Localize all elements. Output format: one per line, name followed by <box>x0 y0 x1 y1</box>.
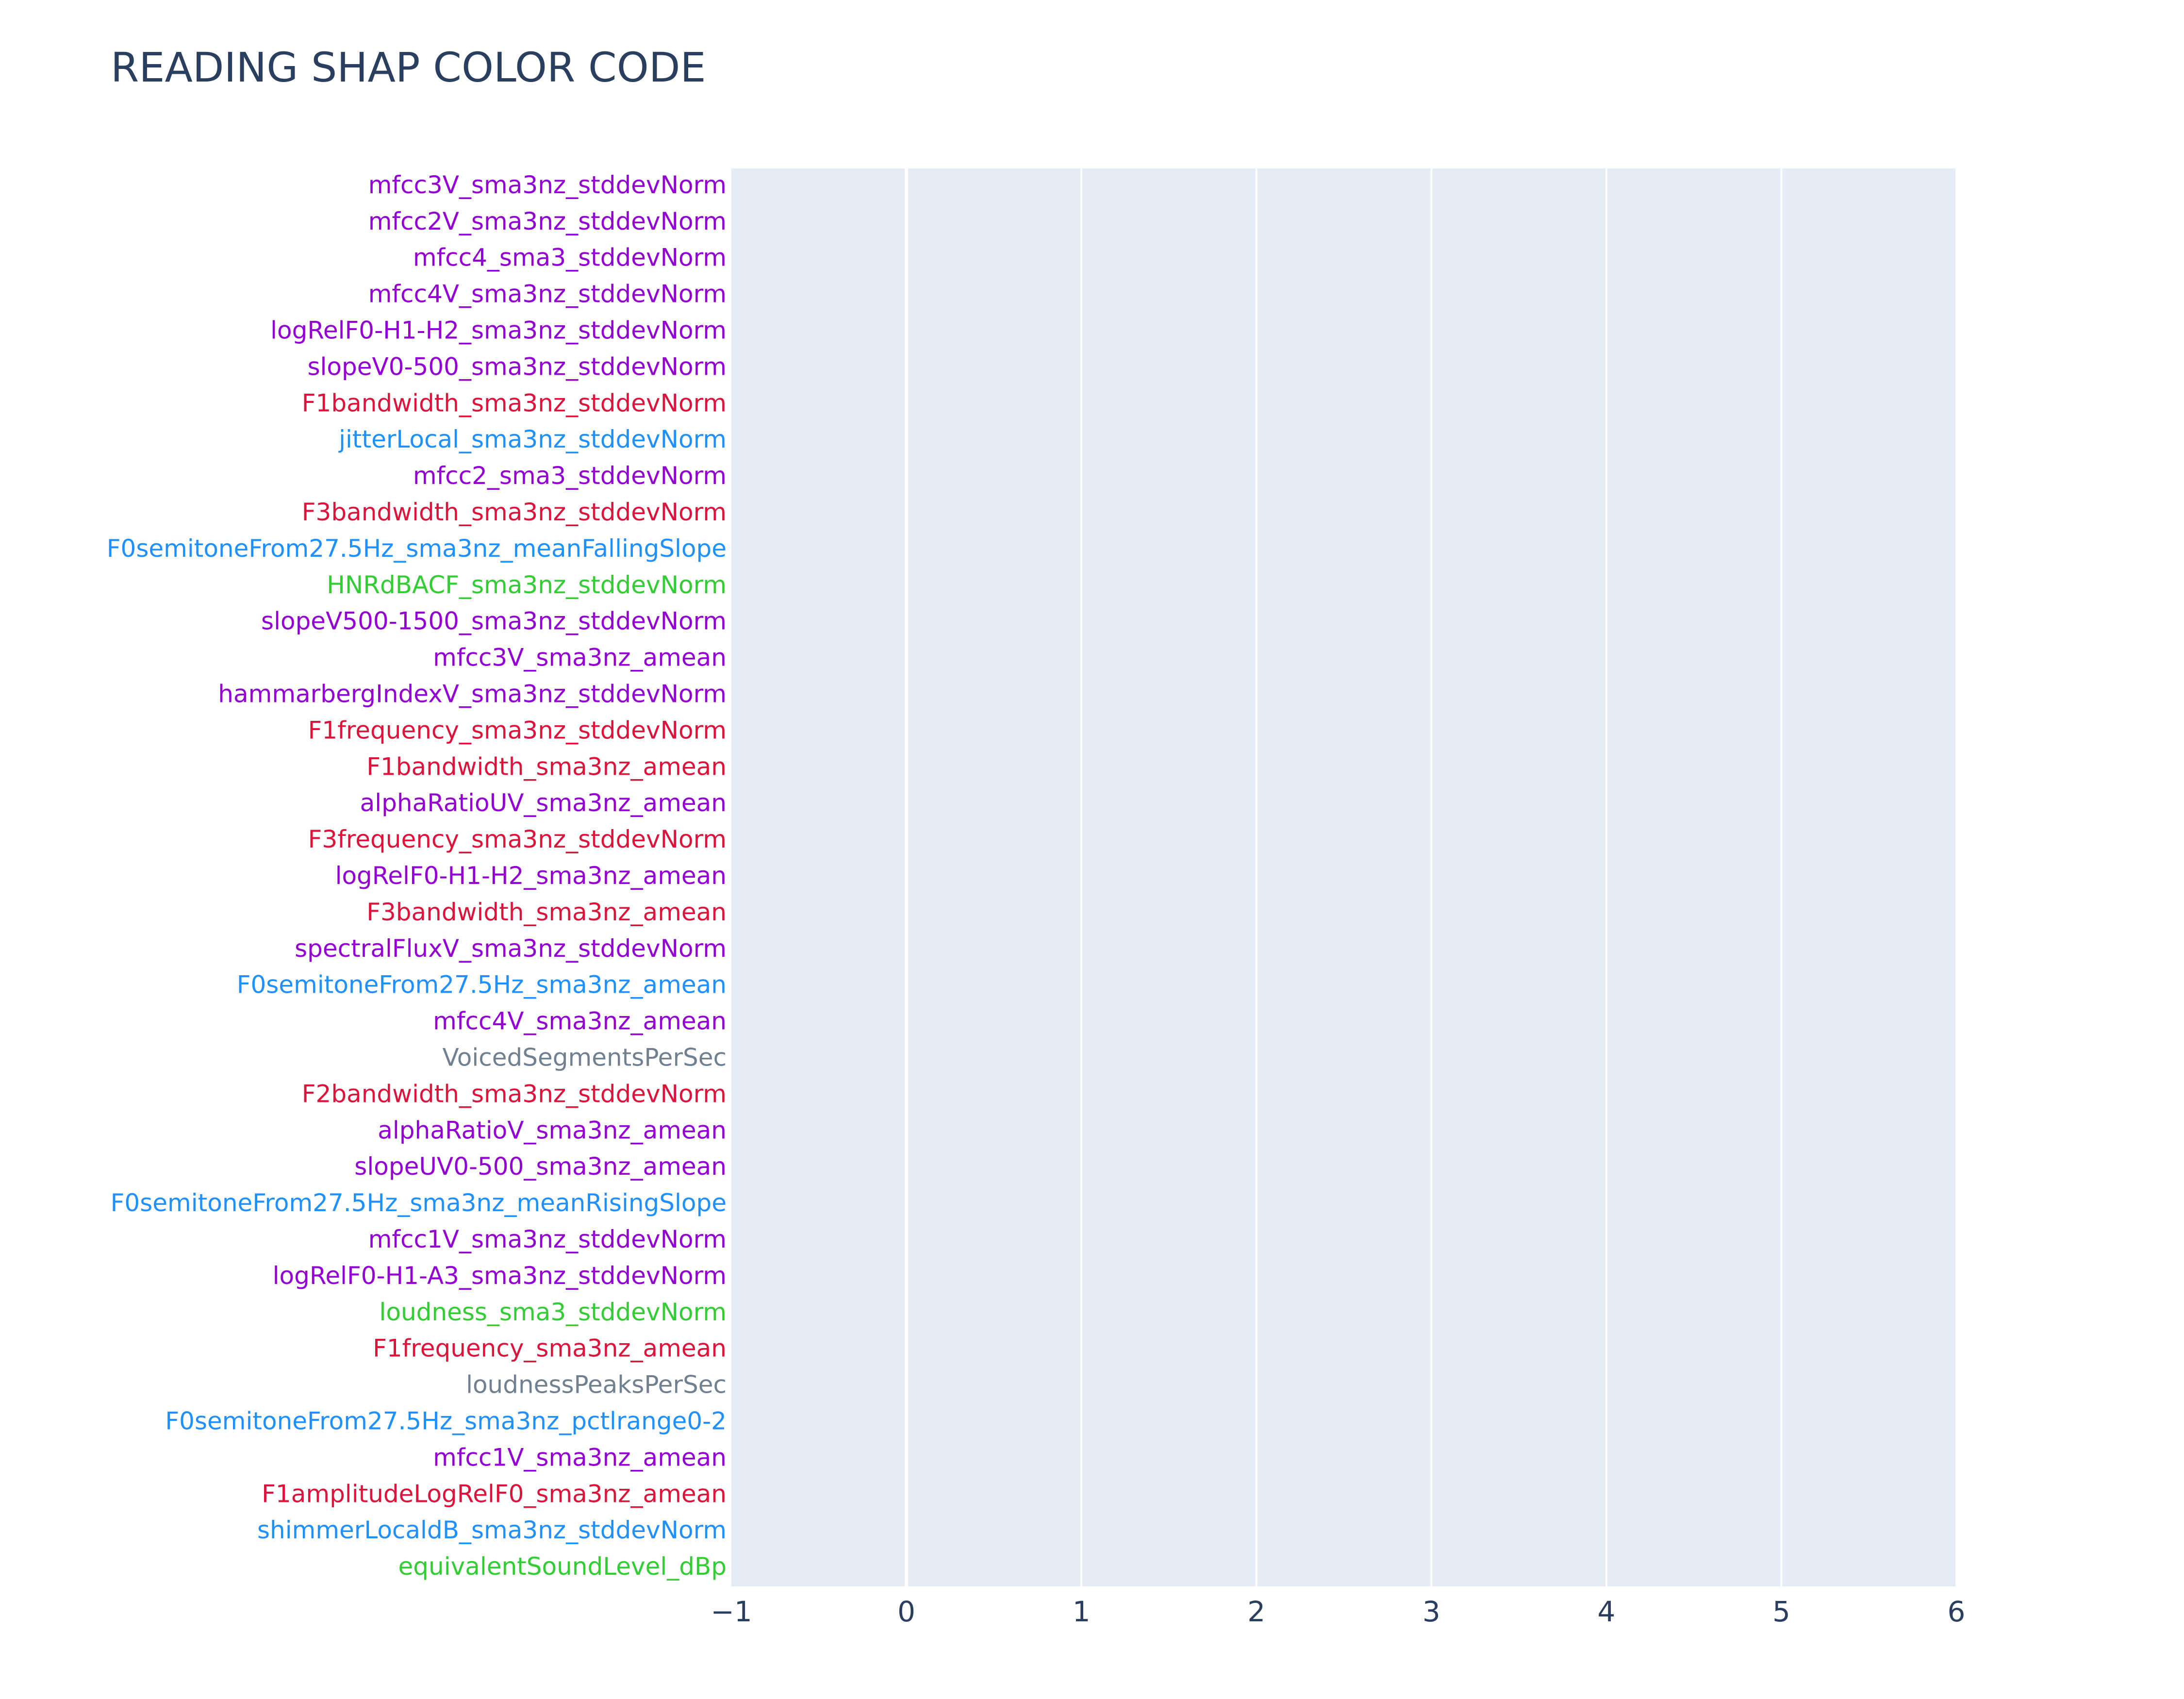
y-tick-label: F2bandwidth_sma3nz_stddevNorm <box>302 1080 727 1108</box>
y-tick-label: mfcc2_sma3_stddevNorm <box>413 462 727 490</box>
x-tick-label: 1 <box>1073 1595 1091 1628</box>
y-tick-label: slopeUV0-500_sma3nz_amean <box>354 1152 727 1181</box>
y-tick-label: logRelF0-H1-A3_sma3nz_stddevNorm <box>273 1262 727 1290</box>
y-tick-label: loudness_sma3_stddevNorm <box>379 1298 727 1326</box>
plot-area[interactable] <box>731 168 1956 1586</box>
y-tick-label: F0semitoneFrom27.5Hz_sma3nz_meanFallingS… <box>107 534 727 563</box>
x-tick-label: 2 <box>1247 1595 1265 1628</box>
y-tick-label: hammarbergIndexV_sma3nz_stddevNorm <box>218 680 727 708</box>
x-tick-label: 0 <box>897 1595 915 1628</box>
y-tick-label: F1bandwidth_sma3nz_amean <box>366 752 727 781</box>
y-tick-label: F1bandwidth_sma3nz_stddevNorm <box>302 389 727 417</box>
y-tick-label: F1frequency_sma3nz_stddevNorm <box>308 716 727 744</box>
y-tick-label: shimmerLocaldB_sma3nz_stddevNorm <box>257 1516 727 1544</box>
y-tick-label: jitterLocal_sma3nz_stddevNorm <box>338 425 727 453</box>
y-tick-label: mfcc1V_sma3nz_stddevNorm <box>368 1225 727 1253</box>
y-tick-label: F3bandwidth_sma3nz_stddevNorm <box>302 498 727 526</box>
x-tick-label: 6 <box>1948 1595 1966 1628</box>
y-tick-label: spectralFluxV_sma3nz_stddevNorm <box>295 934 727 963</box>
y-tick-label: slopeV0-500_sma3nz_stddevNorm <box>307 352 727 381</box>
y-tick-label: mfcc4V_sma3nz_amean <box>433 1007 727 1035</box>
x-tick-label: 5 <box>1772 1595 1790 1628</box>
x-tick-label: −1 <box>711 1595 752 1628</box>
y-tick-label: F1amplitudeLogRelF0_sma3nz_amean <box>262 1480 727 1508</box>
y-tick-label: equivalentSoundLevel_dBp <box>398 1552 727 1581</box>
y-tick-label: slopeV500-1500_sma3nz_stddevNorm <box>261 607 727 635</box>
y-tick-label: F3bandwidth_sma3nz_amean <box>366 898 727 926</box>
y-tick-label: alphaRatioV_sma3nz_amean <box>378 1116 727 1144</box>
y-tick-label: mfcc3V_sma3nz_stddevNorm <box>368 171 727 199</box>
y-tick-label: F0semitoneFrom27.5Hz_sma3nz_meanRisingSl… <box>111 1189 727 1217</box>
y-tick-label: logRelF0-H1-H2_sma3nz_amean <box>335 862 727 890</box>
y-tick-label: loudnessPeaksPerSec <box>466 1371 727 1399</box>
y-tick-label: F3frequency_sma3nz_stddevNorm <box>308 825 727 853</box>
x-axis-tick-labels: −1 0 1 2 3 4 5 6 <box>711 1595 1965 1628</box>
y-tick-label: VoicedSegmentsPerSec <box>442 1043 727 1071</box>
y-tick-label: F0semitoneFrom27.5Hz_sma3nz_amean <box>237 971 727 999</box>
y-tick-label: mfcc4_sma3_stddevNorm <box>413 244 727 272</box>
x-tick-label: 3 <box>1423 1595 1440 1628</box>
gridlines <box>905 168 1957 1586</box>
y-tick-label: mfcc2V_sma3nz_stddevNorm <box>368 207 727 235</box>
y-tick-label: HNRdBACF_sma3nz_stddevNorm <box>327 571 727 599</box>
y-tick-label: F1frequency_sma3nz_amean <box>373 1334 727 1363</box>
y-tick-label: logRelF0-H1-H2_sma3nz_stddevNorm <box>270 316 727 345</box>
x-tick-label: 4 <box>1597 1595 1615 1628</box>
y-tick-label: F0semitoneFrom27.5Hz_sma3nz_pctlrange0-2 <box>165 1407 727 1435</box>
y-tick-label: alphaRatioUV_sma3nz_amean <box>360 789 727 817</box>
y-tick-label: mfcc3V_sma3nz_amean <box>433 644 727 672</box>
y-tick-label: mfcc1V_sma3nz_amean <box>433 1443 727 1471</box>
y-tick-label: mfcc4V_sma3nz_stddevNorm <box>368 280 727 308</box>
chart-title: READING SHAP COLOR CODE <box>111 44 706 91</box>
y-axis-tick-labels: mfcc3V_sma3nz_stddevNorm mfcc2V_sma3nz_st… <box>107 171 727 1581</box>
